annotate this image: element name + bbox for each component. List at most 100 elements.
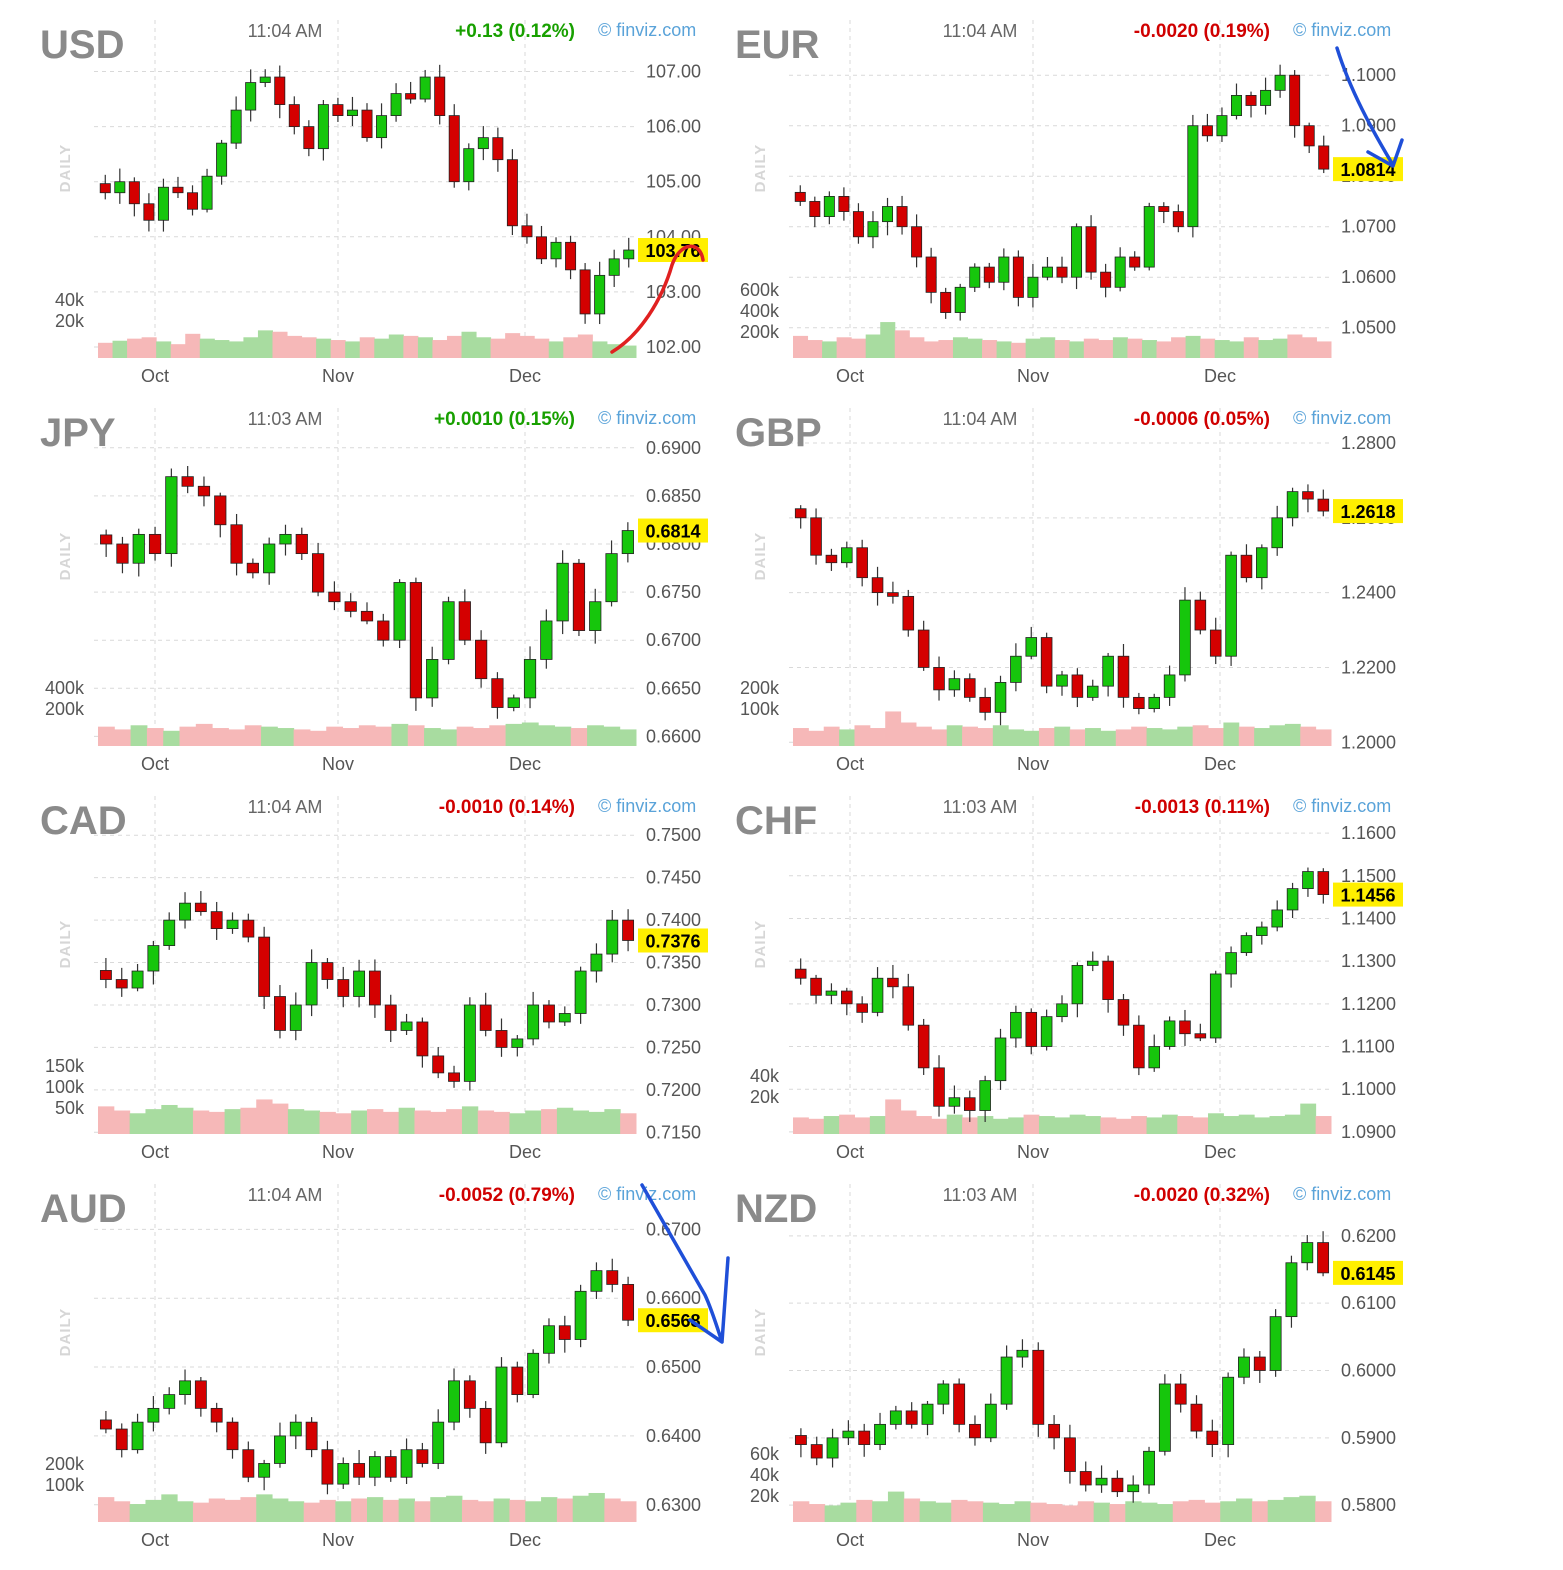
candle-body (259, 76, 271, 83)
y-tick-label: 0.7500 (646, 825, 701, 845)
volume-bar (1014, 1501, 1031, 1522)
volume-bar (129, 1504, 146, 1522)
source-link[interactable]: © finviz.com (598, 1184, 696, 1204)
candle-body (426, 659, 439, 699)
volume-bar (1115, 1118, 1132, 1134)
source-link[interactable]: © finviz.com (1293, 796, 1391, 816)
candle-body (794, 1435, 807, 1445)
candle-body (163, 1394, 176, 1409)
volume-bar (1054, 726, 1071, 746)
candle-body (948, 1097, 961, 1107)
change-label: -0.0006 (0.05%) (1134, 409, 1270, 430)
volume-bar (909, 337, 925, 358)
candle-body (1071, 965, 1084, 1005)
volume-bar (1023, 1114, 1040, 1134)
candle-body (432, 1421, 445, 1464)
chart-svg: 0.7500 0.7450 0.7400 0.7350 0.7300 0.7250 0.72… (40, 796, 708, 1162)
candle-body (376, 115, 388, 139)
volume-bar (592, 341, 608, 358)
volume-bar (375, 726, 392, 746)
source-link[interactable]: © finviz.com (598, 20, 696, 40)
volume-bar (1093, 1502, 1110, 1522)
x-month-label: Oct (836, 754, 864, 774)
volume-bar (367, 1497, 384, 1522)
candle-body (579, 269, 591, 315)
volume-bar (572, 1110, 590, 1134)
volume-bar (570, 728, 588, 746)
volume-bar (1069, 729, 1086, 746)
volume-bar (287, 1109, 305, 1134)
y-tick-label: 0.6200 (1341, 1226, 1396, 1246)
candle-body (1260, 89, 1272, 106)
y-tick-label: 1.1300 (1341, 951, 1396, 971)
source-link[interactable]: © finviz.com (598, 796, 696, 816)
x-month-label: Nov (322, 366, 354, 386)
volume-bar (606, 344, 622, 358)
candle-body (344, 601, 357, 612)
volume-bar (967, 338, 983, 358)
candle-body (1056, 1003, 1068, 1018)
candle-body (979, 696, 991, 713)
volume-bar (1299, 1495, 1316, 1522)
candle-body (242, 919, 255, 938)
volume-bar (563, 337, 579, 358)
y-tick-label: 0.7150 (646, 1122, 701, 1142)
volume-bar (177, 1107, 194, 1134)
candle-body (99, 183, 111, 194)
candle-body (1056, 674, 1068, 687)
volume-bar (208, 1498, 226, 1522)
candle-body (1133, 696, 1145, 709)
volume-bar (854, 1117, 871, 1134)
volume-bar (1161, 1114, 1178, 1134)
last-price-box (1333, 1260, 1403, 1285)
volume-bar (407, 725, 425, 746)
candle-body (858, 1430, 871, 1445)
candle-body (434, 76, 446, 116)
volume-tick-label: 60k (750, 1444, 780, 1464)
volume-bar (588, 1492, 605, 1522)
chart-svg: 1.28001.26001.24001.22001.2000OctNovDecG… (735, 408, 1403, 774)
source-link[interactable]: © finviz.com (1293, 1184, 1391, 1204)
candle-body (550, 241, 562, 260)
y-tick-label: 0.7400 (646, 910, 701, 930)
chart-panel-aud: 0.6700 0.6600 0.6500 0.6400 0.6300 Oct Nov Dec A… (0, 1164, 750, 1550)
y-tick-label: 0.6500 (646, 1357, 701, 1377)
candle-body (1148, 696, 1161, 709)
volume-bar (1040, 337, 1056, 358)
y-tick-label: 0.5800 (1341, 1495, 1396, 1515)
volume-tick-label: 100k (740, 699, 780, 719)
volume-bar (301, 337, 317, 358)
volume-tick-label: 50k (55, 1098, 85, 1118)
source-link[interactable]: © finviz.com (598, 408, 696, 428)
source-link[interactable]: © finviz.com (1293, 408, 1391, 428)
candle-body (400, 1021, 413, 1031)
source-link[interactable]: © finviz.com (1293, 20, 1391, 40)
volume-bar (214, 340, 230, 358)
candle-body (794, 191, 806, 202)
candle-body (1127, 1484, 1140, 1493)
candle-body (409, 582, 423, 699)
x-month-label: Dec (509, 754, 541, 774)
candle-body (1174, 1383, 1187, 1405)
candle-body (317, 104, 329, 150)
x-month-label: Nov (322, 754, 354, 774)
y-tick-label: 0.7200 (646, 1080, 701, 1100)
candle-body (622, 1284, 635, 1321)
volume-tick-label: 200k (740, 322, 780, 342)
volume-bar (208, 1111, 226, 1134)
candle-body (1143, 1450, 1155, 1486)
volume-bar (1100, 1117, 1117, 1134)
candle-body (984, 1403, 997, 1439)
candle-body (606, 919, 619, 955)
candle-body (197, 485, 211, 497)
volume-bar (541, 1109, 558, 1134)
volume-bar (177, 1501, 194, 1522)
volume-bar (1220, 1501, 1237, 1522)
volume-bar (113, 1501, 131, 1522)
candle-body (810, 517, 822, 556)
quote-time: 11:04 AM (248, 1185, 323, 1205)
volume-bar (1229, 341, 1245, 358)
x-month-label: Oct (141, 366, 169, 386)
candle-body (1163, 1020, 1176, 1047)
volume-bar (1223, 1116, 1240, 1134)
